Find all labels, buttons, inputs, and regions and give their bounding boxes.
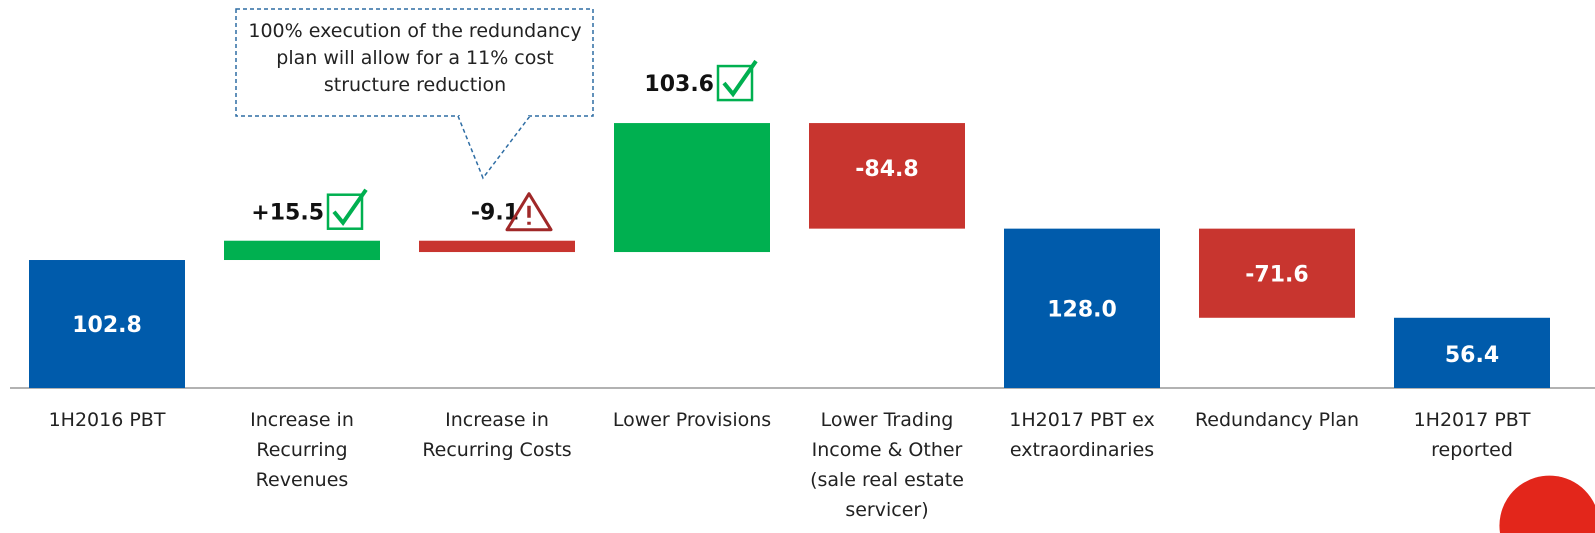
x-tick-label: Lower Provisions	[612, 409, 772, 431]
check-icon	[332, 188, 368, 227]
bar	[1199, 228, 1355, 318]
data-label: 128.0	[1047, 297, 1117, 322]
annotation: 100% execution of the redundancy plan wi…	[248, 20, 582, 96]
data-label: 102.8	[72, 313, 142, 338]
check-icon	[722, 59, 758, 98]
bar	[1004, 228, 1160, 388]
warning-icon	[505, 192, 553, 232]
callout-pointer	[457, 115, 531, 180]
x-tick-label: 1H2017 PBT reported	[1413, 409, 1531, 461]
data-label: +15.5	[251, 201, 324, 226]
x-tick-label: 1H2016 PBT	[48, 409, 166, 431]
bar	[224, 240, 380, 261]
x-tick-label: 1H2017 PBT ex extraordinaries	[1009, 409, 1155, 461]
callout-box	[235, 8, 594, 117]
check-icon	[716, 64, 754, 102]
check-icon	[326, 193, 364, 230]
x-tick-label: Lower Trading Income & Other (sale real …	[810, 409, 964, 521]
x-tick-label: Redundancy Plan	[1194, 409, 1360, 431]
data-label: -71.6	[1245, 263, 1308, 288]
bar	[809, 123, 965, 229]
bar	[1394, 317, 1550, 388]
bar	[419, 240, 575, 253]
bar	[29, 260, 185, 388]
x-tick-label: Increase in Recurring Revenues	[250, 409, 354, 491]
bar	[614, 123, 770, 253]
logo-mark	[1499, 475, 1595, 533]
data-label: 103.6	[644, 72, 714, 97]
data-label: -84.8	[855, 157, 918, 182]
x-tick-label: Increase in Recurring Costs	[422, 409, 572, 461]
data-label: 56.4	[1445, 343, 1499, 368]
